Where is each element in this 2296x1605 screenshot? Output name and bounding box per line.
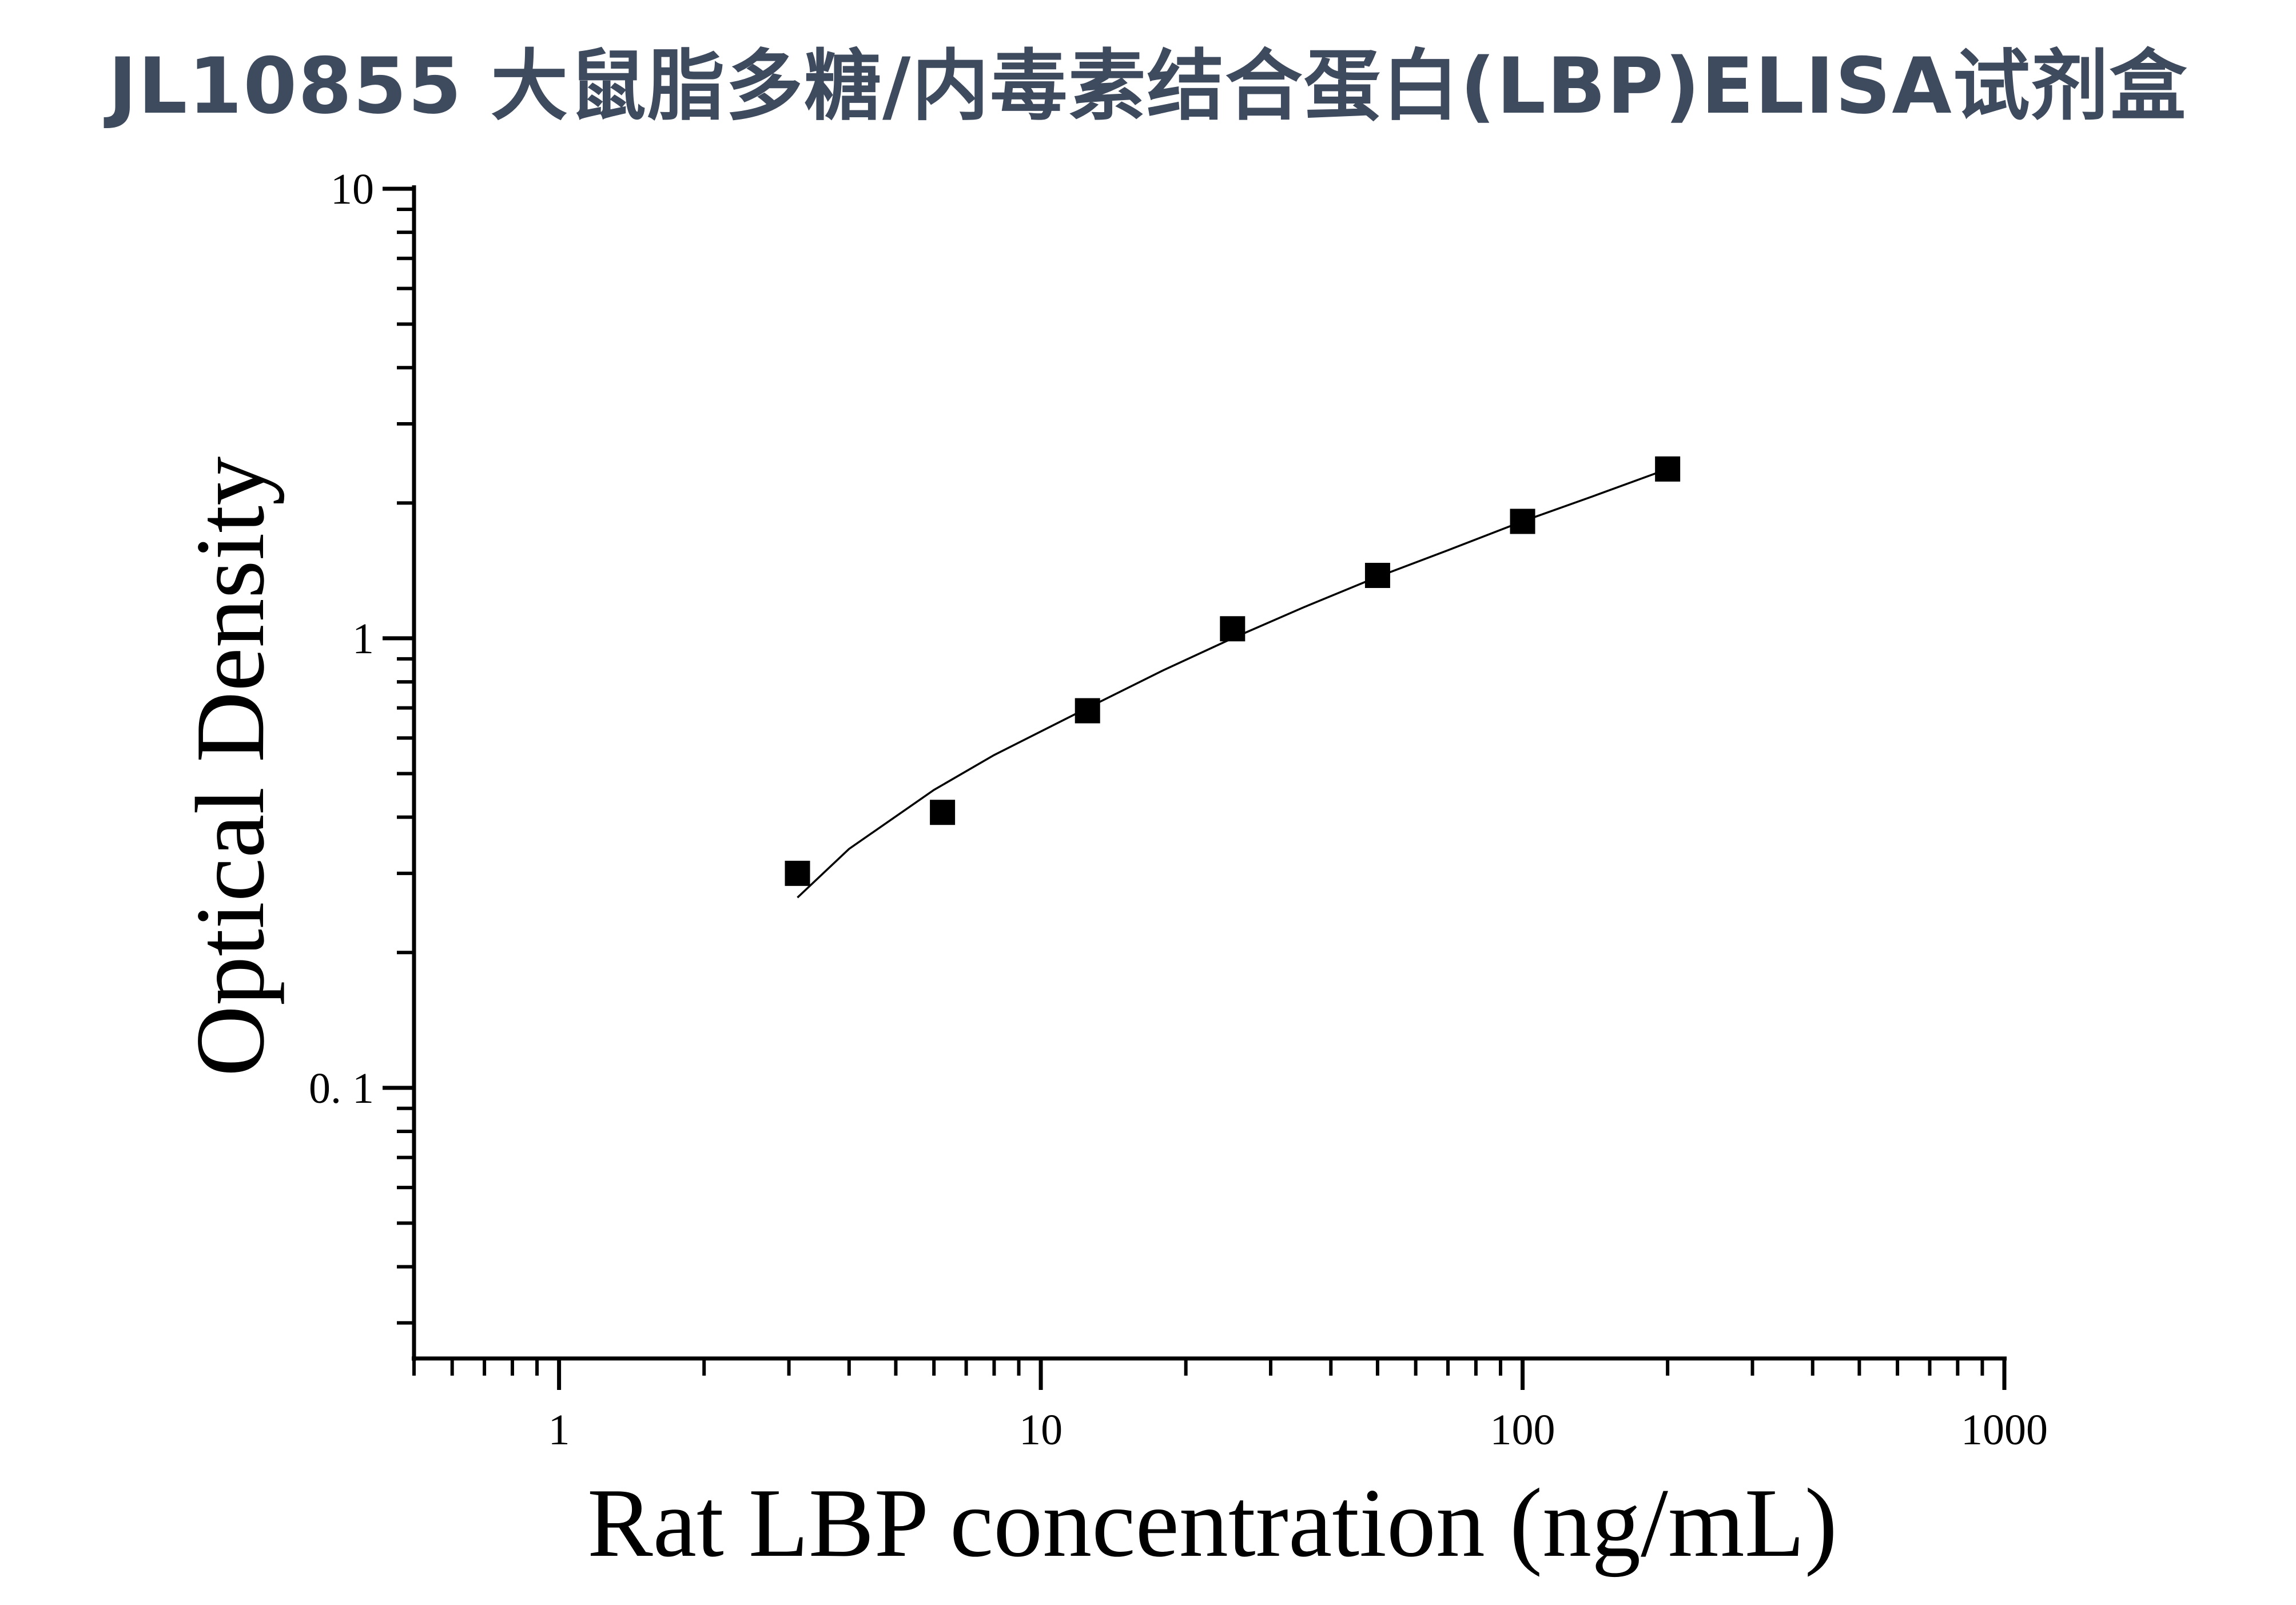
x-tick-label: 10: [1019, 1406, 1063, 1454]
data-point-marker: [785, 860, 810, 886]
page-title: JL10855 大鼠脂多糖/内毒素结合蛋白(LBP)ELISA试剂盒: [108, 41, 2188, 131]
fit-curve-line: [797, 468, 1668, 899]
x-tick-label: 1: [548, 1406, 570, 1454]
x-tick-label: 100: [1490, 1406, 1555, 1454]
y-tick-label: 1: [352, 615, 374, 663]
data-point-marker: [930, 800, 956, 825]
data-points: [785, 456, 1681, 886]
x-axis-title: Rat LBP concentration (ng/mL): [587, 1469, 1837, 1578]
axes: 1 10 100 1000 0. 1 1 10: [309, 165, 2048, 1454]
data-point-marker: [1510, 508, 1535, 534]
y-axis-title: Optical Density: [176, 456, 285, 1076]
y-tick-label: 0. 1: [309, 1064, 374, 1113]
fit-curve-layer: [797, 468, 1668, 899]
y-tick-label: 10: [331, 165, 374, 213]
data-point-marker: [1655, 456, 1681, 482]
x-tick-label: 1000: [1961, 1406, 2048, 1454]
data-point-marker: [1364, 562, 1390, 588]
data-point-marker: [1220, 616, 1246, 642]
data-point-marker: [1075, 698, 1100, 724]
